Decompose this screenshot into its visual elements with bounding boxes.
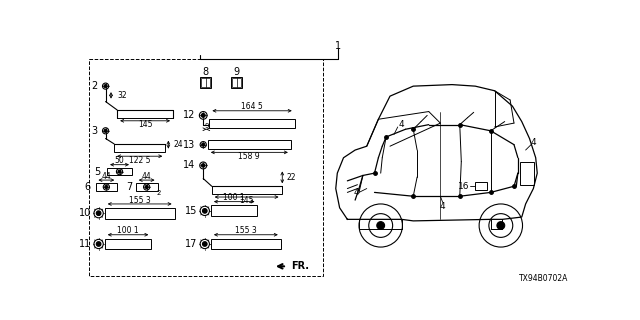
- Text: 100 1: 100 1: [117, 227, 139, 236]
- Text: 158 9: 158 9: [238, 152, 260, 161]
- Bar: [232, 78, 241, 87]
- Text: 4: 4: [353, 188, 358, 197]
- Text: 16: 16: [458, 182, 469, 191]
- Circle shape: [145, 186, 148, 188]
- Bar: [90, 59, 323, 276]
- Bar: [211, 239, 281, 249]
- Text: 3: 3: [91, 126, 97, 136]
- Bar: [211, 205, 257, 216]
- Text: 32: 32: [117, 91, 127, 100]
- Bar: [208, 140, 291, 149]
- Text: 8: 8: [202, 67, 209, 77]
- Bar: [209, 119, 294, 129]
- Text: 9: 9: [234, 67, 239, 77]
- Circle shape: [96, 211, 101, 215]
- Bar: [212, 186, 282, 194]
- Text: 1: 1: [335, 41, 341, 51]
- Text: 145: 145: [138, 120, 152, 129]
- Circle shape: [105, 186, 108, 188]
- Text: 164 5: 164 5: [241, 102, 263, 111]
- Circle shape: [104, 84, 107, 88]
- Text: 2: 2: [157, 190, 161, 196]
- Bar: [200, 77, 211, 88]
- Text: 11: 11: [79, 239, 91, 249]
- Bar: [476, 182, 487, 190]
- Circle shape: [202, 143, 205, 146]
- Circle shape: [96, 242, 101, 246]
- Text: 15: 15: [185, 206, 197, 216]
- Text: 6: 6: [84, 182, 91, 192]
- Bar: [105, 239, 151, 249]
- Text: 14: 14: [183, 160, 195, 171]
- Circle shape: [377, 222, 385, 229]
- Circle shape: [202, 114, 205, 117]
- Text: 44: 44: [102, 172, 111, 181]
- Text: 7: 7: [127, 182, 132, 192]
- Bar: [231, 77, 242, 88]
- Circle shape: [104, 129, 107, 132]
- Bar: [520, 162, 534, 185]
- Bar: [114, 144, 165, 152]
- Text: 10: 10: [79, 208, 91, 218]
- Circle shape: [497, 222, 505, 229]
- Bar: [136, 183, 157, 191]
- Text: 145: 145: [239, 196, 254, 205]
- Text: 2: 2: [91, 81, 97, 91]
- Bar: [107, 168, 132, 175]
- Text: 100 1: 100 1: [223, 193, 245, 202]
- Text: 155 3: 155 3: [235, 227, 257, 236]
- Bar: [117, 110, 173, 118]
- Circle shape: [202, 242, 207, 246]
- Text: 4: 4: [531, 138, 536, 147]
- Text: 22: 22: [287, 172, 296, 181]
- Text: 4: 4: [399, 120, 404, 129]
- Text: 17: 17: [185, 239, 197, 249]
- Circle shape: [118, 170, 121, 173]
- Text: 13: 13: [183, 140, 195, 150]
- Text: 12: 12: [183, 110, 195, 120]
- Text: 50: 50: [115, 156, 124, 165]
- Bar: [95, 183, 117, 191]
- Text: 24: 24: [173, 140, 182, 149]
- Text: 155 3: 155 3: [129, 196, 150, 204]
- Circle shape: [202, 164, 205, 167]
- Bar: [105, 208, 175, 219]
- Text: 4: 4: [440, 202, 445, 211]
- Text: TX94B0702A: TX94B0702A: [519, 274, 568, 283]
- Circle shape: [202, 209, 207, 213]
- Text: 5: 5: [95, 167, 101, 177]
- Text: 122 5: 122 5: [129, 156, 150, 164]
- Bar: [201, 78, 210, 87]
- Text: 9: 9: [204, 123, 209, 129]
- Text: FR.: FR.: [292, 261, 310, 271]
- Text: 44: 44: [142, 172, 152, 181]
